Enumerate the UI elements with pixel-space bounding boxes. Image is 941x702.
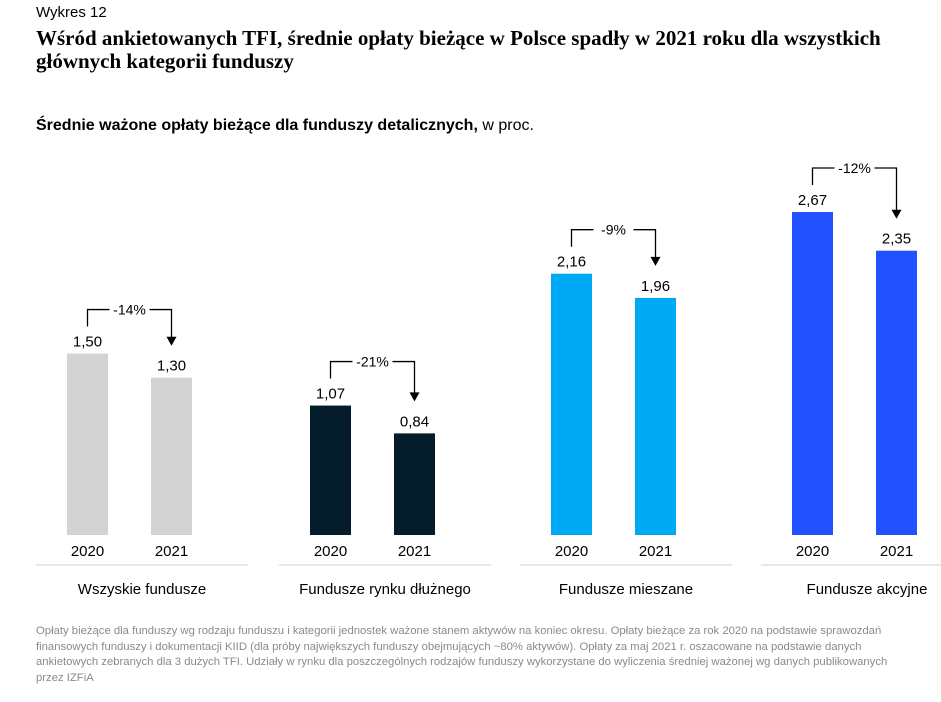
year-label-2-2021: 2021 — [398, 543, 431, 560]
figure-label: Wykres 12 — [36, 4, 107, 21]
bar-2-2020 — [310, 405, 351, 535]
value-label-2-2021: 0,84 — [400, 413, 429, 430]
year-label-3-2021: 2021 — [639, 543, 672, 560]
group-label-3: Fundusze mieszane — [559, 581, 693, 598]
value-label-2-2020: 1,07 — [316, 386, 345, 403]
bar-3-2020 — [551, 273, 592, 535]
bar-1-2020 — [67, 353, 108, 535]
value-label-3-2021: 1,96 — [641, 278, 670, 295]
value-label-4-2020: 2,67 — [798, 192, 827, 209]
bar-2-2021 — [394, 433, 435, 535]
group-label-2: Fundusze rynku dłużnego — [299, 581, 471, 598]
value-label-3-2020: 2,16 — [557, 254, 586, 271]
group-label-4: Fundusze akcyjne — [807, 581, 928, 598]
change-label-1: -14% — [113, 302, 146, 318]
bar-4-2021 — [876, 250, 917, 535]
change-label-4: -12% — [838, 160, 871, 176]
value-label-4-2021: 2,35 — [882, 231, 911, 248]
change-arrow-2 — [409, 392, 420, 402]
change-label-3: -9% — [601, 222, 626, 238]
bar-3-2021 — [635, 297, 676, 535]
year-label-2-2020: 2020 — [314, 543, 347, 560]
change-arrow-1 — [166, 336, 177, 346]
change-arrow-3 — [650, 256, 661, 266]
subtitle-main: Średnie ważone opłaty bieżące dla fundus… — [36, 117, 478, 134]
year-label-1-2021: 2021 — [155, 543, 188, 560]
year-label-3-2020: 2020 — [555, 543, 588, 560]
change-label-2: -21% — [356, 354, 389, 370]
subtitle-unit: w proc. — [477, 117, 534, 134]
footnote: Opłaty bieżące dla funduszy wg rodzaju f… — [36, 625, 888, 684]
chart-subtitle: Średnie ważone opłaty bieżące dla fundus… — [36, 117, 534, 135]
year-label-1-2020: 2020 — [71, 543, 104, 560]
change-arrow-4 — [891, 209, 902, 219]
chart-title: Wśród ankietowanych TFI, średnie opłaty … — [36, 26, 881, 73]
value-label-1-2020: 1,50 — [73, 334, 102, 351]
change-label-bg-4 — [834, 160, 875, 176]
year-label-4-2021: 2021 — [880, 543, 913, 560]
change-label-bg-2 — [352, 353, 393, 370]
bar-chart: 1,50 2020 1,30 2021 -14% Wszyskie fundusze 1,0… — [36, 160, 941, 598]
change-label-bg-1 — [109, 301, 150, 318]
value-label-1-2021: 1,30 — [157, 358, 186, 375]
group-label-1: Wszyskie fundusze — [78, 581, 206, 598]
change-label-bg-3 — [593, 221, 634, 238]
bar-4-2020 — [792, 212, 833, 535]
bar-1-2021 — [151, 377, 192, 535]
year-label-4-2020: 2020 — [796, 543, 829, 560]
